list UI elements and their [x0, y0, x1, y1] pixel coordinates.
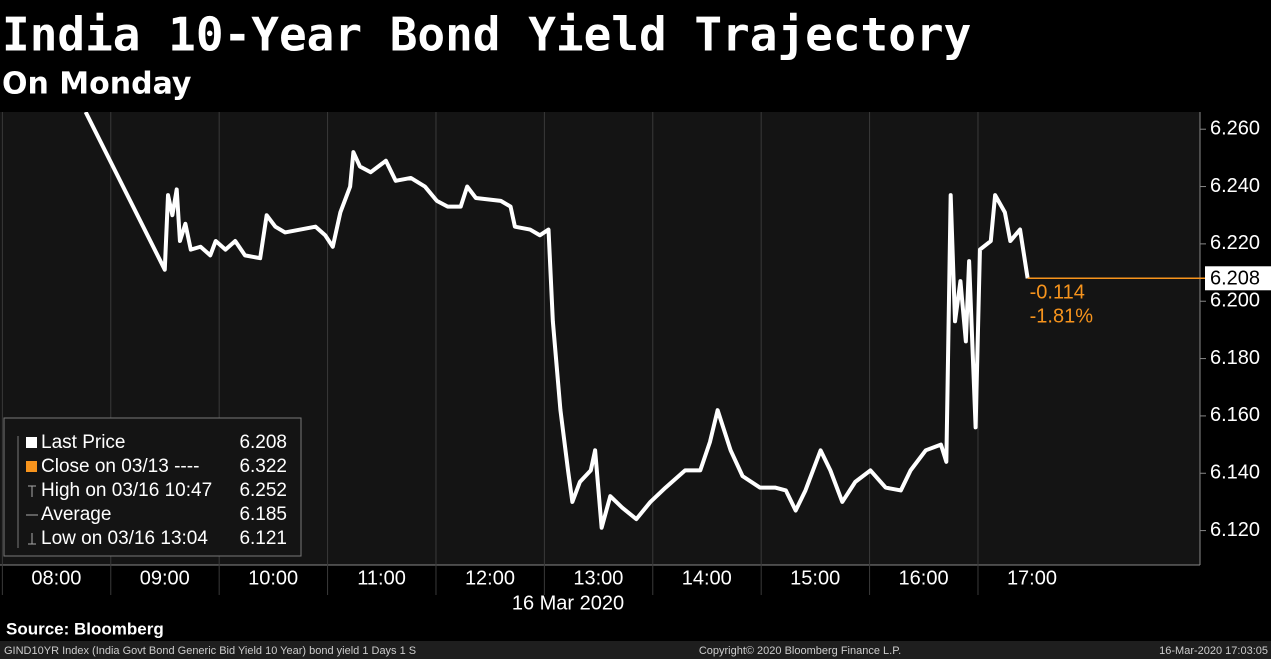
legend-box: [3, 417, 302, 557]
legend-label: Last Price: [41, 432, 125, 453]
y-tick-label: 6.260: [1210, 117, 1260, 139]
series-line: [83, 112, 1030, 530]
footer-right: 16-Mar-2020 17:03:05: [1159, 645, 1268, 657]
x-tick-label: 11:00: [357, 567, 406, 589]
chart-title: India 10-Year Bond Yield Trajectory: [2, 8, 971, 62]
y-tick-label: 6.140: [1210, 462, 1260, 484]
legend-label: Low on 03/16 13:04: [41, 528, 208, 549]
change-pct-label: -1.81%: [1030, 306, 1094, 328]
y-tick-label: 6.180: [1210, 347, 1260, 369]
legend-value: 6.185: [239, 504, 287, 525]
x-tick-label: 17:00: [1007, 567, 1057, 589]
footer-center: Copyright© 2020 Bloomberg Finance L.P.: [699, 645, 901, 657]
x-tick-label: 08:00: [31, 567, 81, 589]
y-tick-label: 6.160: [1210, 404, 1260, 426]
x-tick-label: 09:00: [140, 567, 190, 589]
y-tick-label: 6.120: [1210, 519, 1260, 541]
legend-icon: [28, 533, 36, 545]
x-tick-label: 10:00: [248, 567, 298, 589]
chart-subtitle: On Monday: [2, 67, 192, 102]
y-tick-label: 6.200: [1210, 290, 1260, 312]
source: Source: Bloomberg: [6, 619, 164, 638]
legend-value: 6.208: [239, 432, 287, 453]
legend: Last Price 6.208 Close on 03/13 ---- 6.3…: [3, 417, 302, 557]
legend-value: 6.121: [239, 528, 287, 549]
legend-label: Average: [41, 504, 111, 525]
legend-swatch: [26, 461, 37, 472]
y-tick-label: 6.220: [1210, 232, 1260, 254]
legend-value: 6.322: [239, 456, 287, 477]
change-label: -0.114: [1030, 282, 1085, 304]
legend-label: High on 03/16 10:47: [41, 480, 212, 501]
last-price-label: 6.208: [1210, 268, 1260, 290]
x-axis-label: 16 Mar 2020: [512, 592, 624, 614]
y-tick-label: 6.240: [1210, 175, 1260, 197]
legend-label: Close on 03/13 ----: [41, 456, 199, 477]
x-tick-label: 13:00: [573, 567, 623, 589]
x-tick-label: 12:00: [465, 567, 515, 589]
legend-icon: [28, 485, 36, 497]
x-tick-label: 16:00: [899, 567, 949, 589]
last-price-box: [1205, 266, 1271, 291]
footer-left: GIND10YR Index (India Govt Bond Generic …: [4, 645, 416, 657]
legend-value: 6.252: [239, 480, 287, 501]
legend-swatch: [26, 437, 37, 448]
x-tick-label: 14:00: [682, 567, 732, 589]
x-tick-label: 15:00: [790, 567, 840, 589]
footer-bar: [0, 641, 1271, 659]
